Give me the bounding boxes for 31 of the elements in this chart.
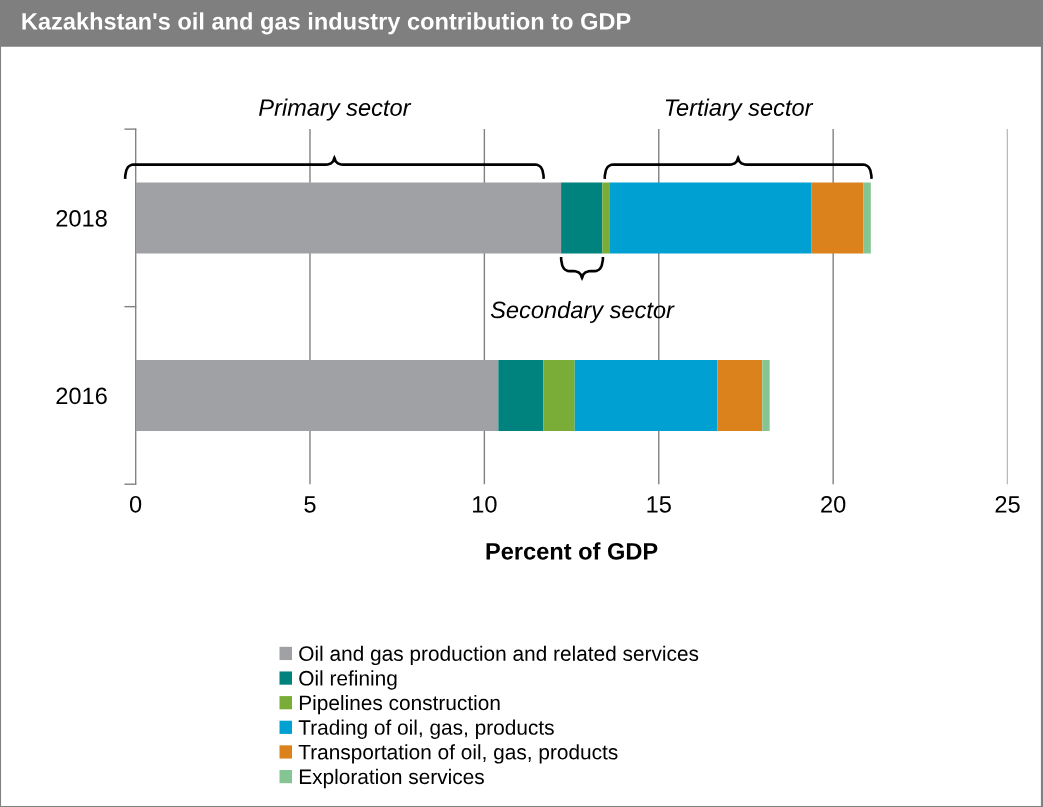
y-tick-label: 2018	[56, 209, 107, 227]
bar	[574, 359, 718, 431]
text: Primary sector	[259, 98, 412, 121]
text: Tertiary sector	[665, 98, 814, 121]
legend-label: Transportation of oil, gas, products	[298, 744, 618, 764]
x-axis-title: Percent of GDP	[486, 542, 658, 560]
legend-label: Pipelines construction	[299, 694, 500, 715]
legend-label: Oil and gas production and related services	[299, 645, 699, 666]
y-tick-label: 2016	[56, 387, 107, 405]
legend-label: Exploration services	[299, 768, 484, 789]
x-tick-label: 15	[647, 496, 671, 513]
bar	[762, 359, 770, 431]
x-tick-label: 20	[821, 495, 846, 513]
bar	[498, 359, 544, 431]
bar	[135, 182, 562, 254]
x-tick-label: 10	[473, 495, 497, 513]
x-tick-label: 5	[304, 496, 316, 513]
annotation: Secondary sector	[490, 300, 675, 323]
bar	[561, 182, 603, 254]
legend-label: Oil refining	[299, 670, 397, 690]
x-tick-label: 0	[129, 495, 142, 513]
bar	[543, 359, 575, 431]
bar	[811, 182, 864, 254]
bar	[863, 182, 871, 254]
bar	[609, 182, 812, 254]
bar	[717, 359, 763, 431]
legend-label: Trading of oil, gas, products	[298, 719, 554, 739]
bar	[602, 182, 610, 254]
chart-title: Kazakhstan's oil and gas industry contribution to GDP	[22, 12, 631, 35]
bar	[135, 359, 499, 431]
x-tick-label: 25	[995, 495, 1020, 513]
